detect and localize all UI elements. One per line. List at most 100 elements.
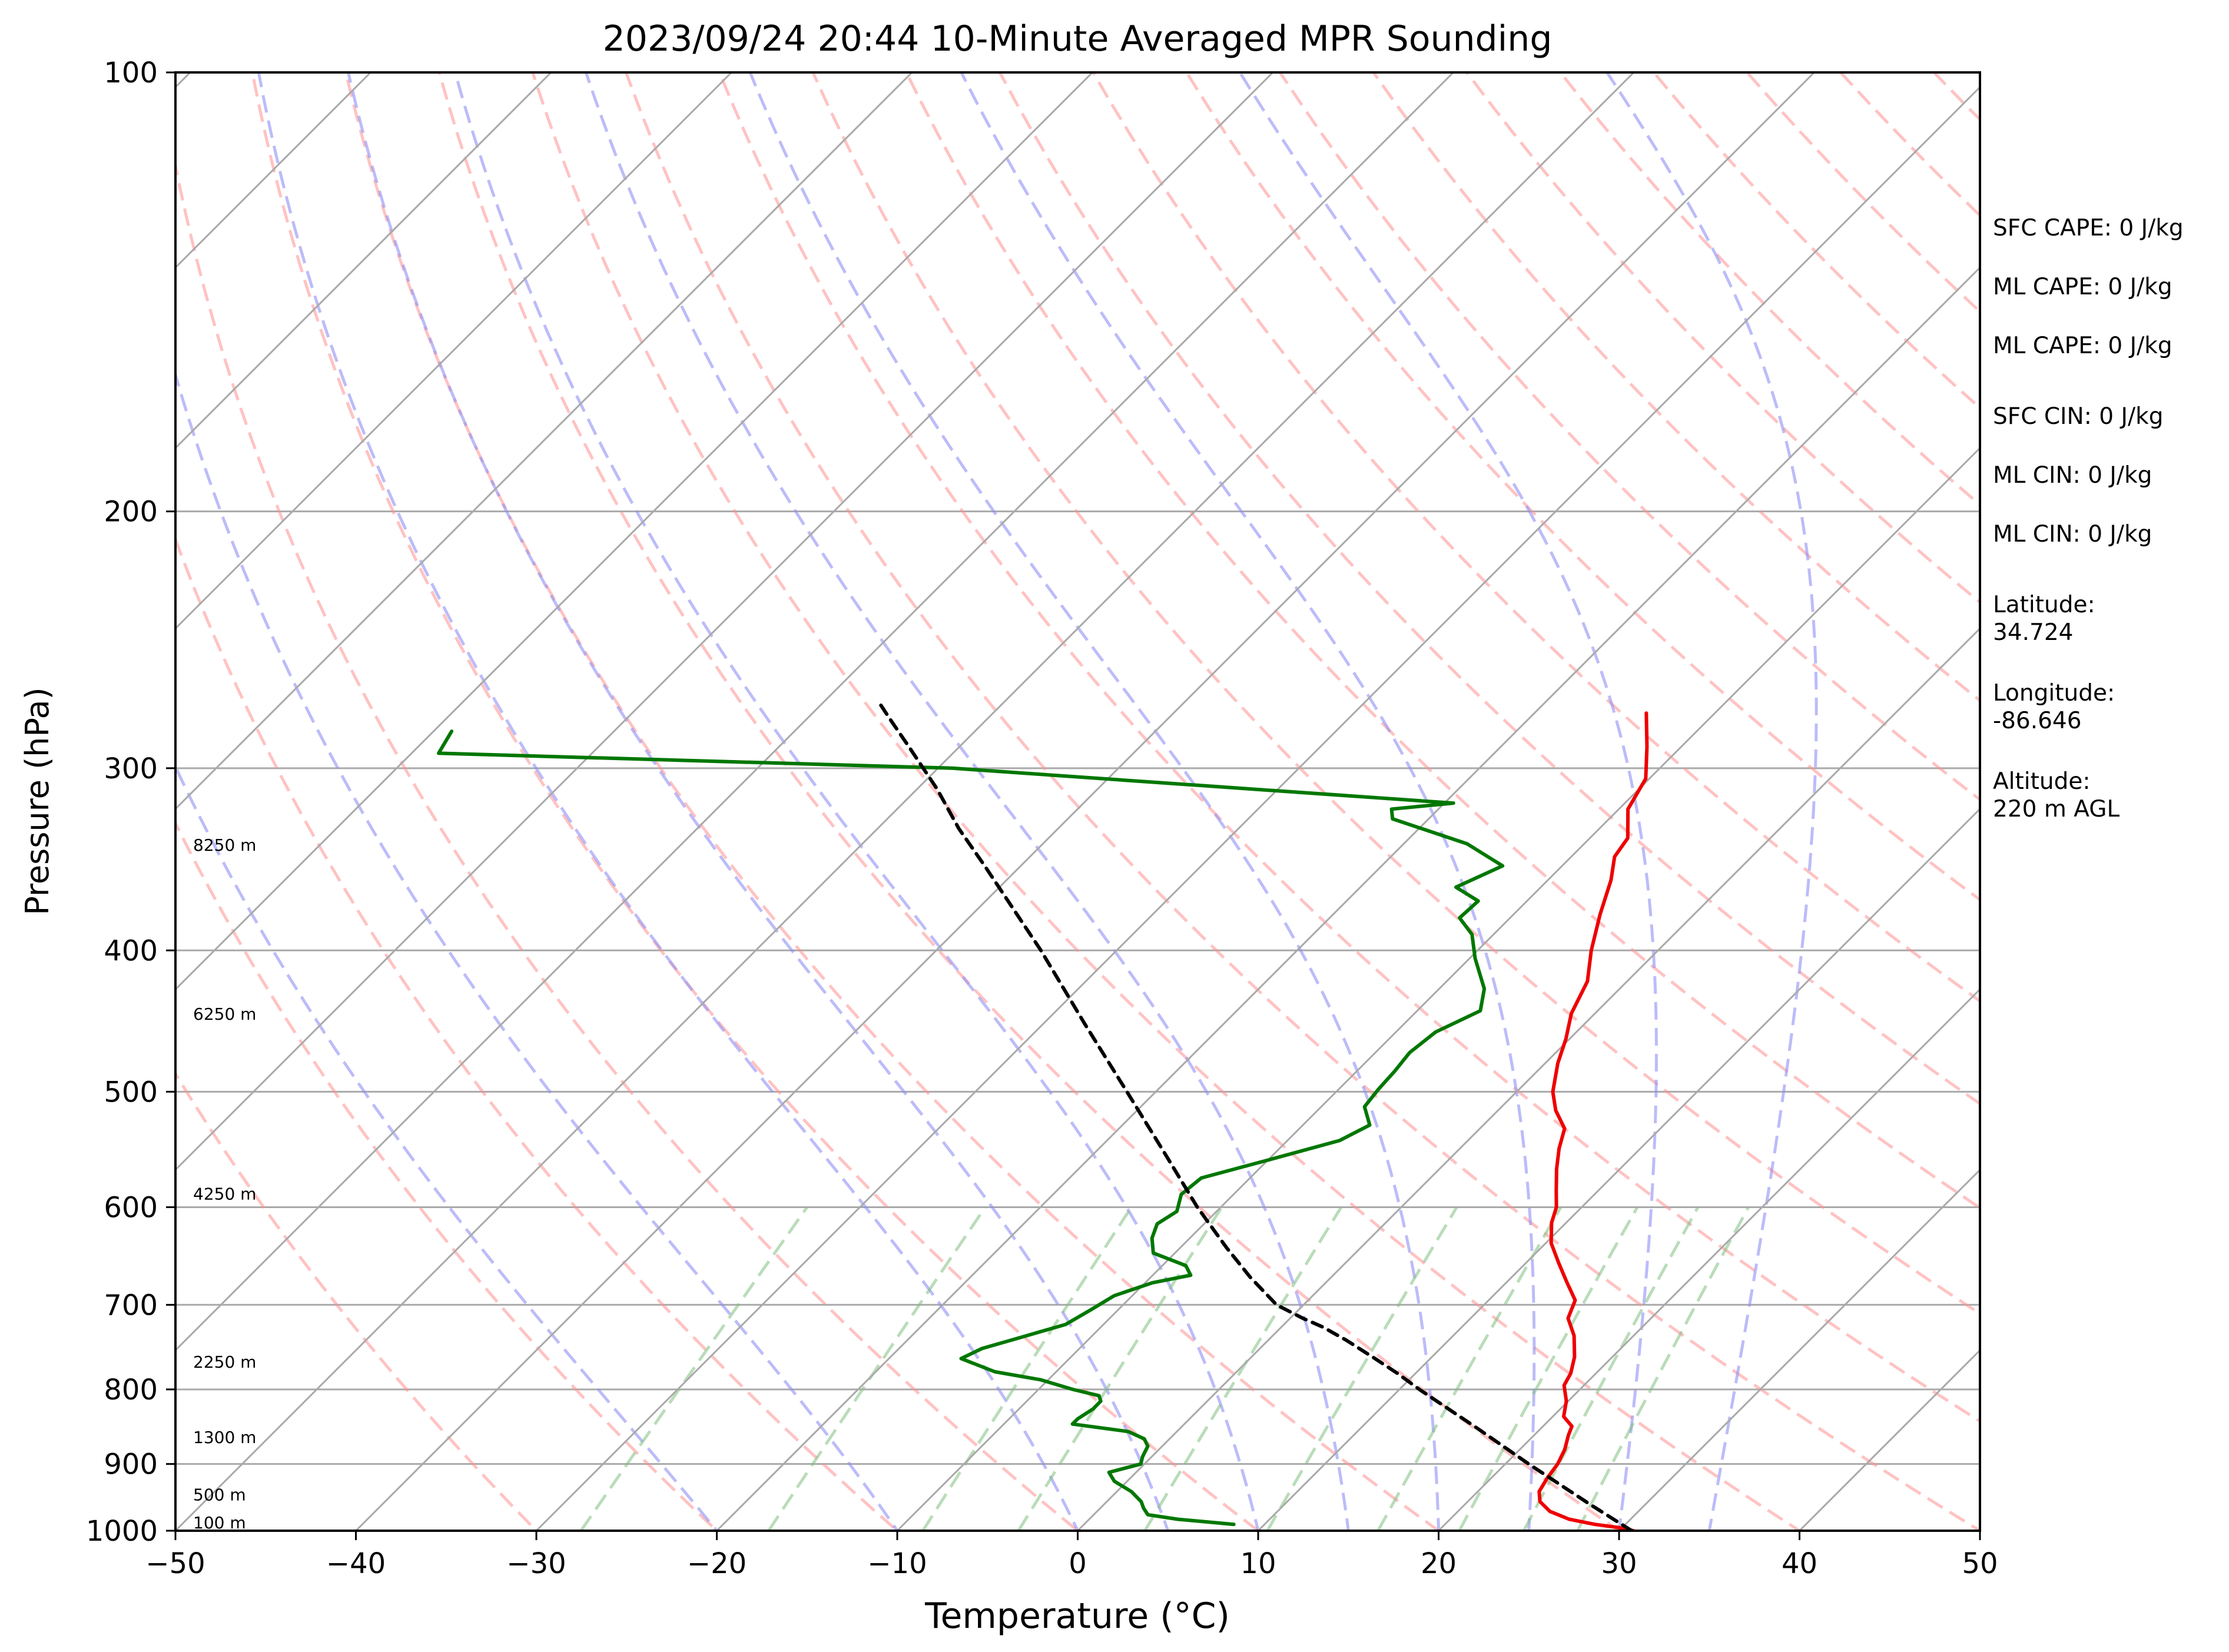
chart-title: 2023/09/24 20:44 10-Minute Averaged MPR … — [603, 18, 1553, 59]
y-tick-label: 300 — [104, 752, 158, 785]
height-label: 100 m — [193, 1513, 246, 1532]
x-tick-label: 20 — [1421, 1547, 1457, 1580]
side-annotation: SFC CIN: 0 J/kg — [1993, 403, 2163, 430]
side-annotation: Latitude: 34.724 — [1993, 592, 2095, 646]
y-tick-label: 200 — [104, 496, 158, 529]
side-annotation-line: ML CAPE: 0 J/kg — [1993, 274, 2172, 300]
dry-adiabat — [1278, 72, 1980, 802]
parcel-path — [877, 699, 1634, 1531]
x-tick-label: 0 — [1069, 1547, 1087, 1580]
dry-adiabat — [175, 1070, 539, 1531]
side-annotation-line: SFC CAPE: 0 J/kg — [1993, 215, 2184, 241]
isotherm-line — [1618, 1168, 1980, 1531]
isotherm-line — [175, 72, 1454, 1352]
side-annotation-line: ML CIN: 0 J/kg — [1993, 462, 2152, 489]
mixing-ratio-line — [1017, 1206, 1223, 1531]
x-tick-label: 10 — [1240, 1547, 1276, 1580]
mixing-ratio-line — [1266, 1206, 1458, 1531]
isotherm-line — [175, 72, 913, 811]
y-tick-label: 1000 — [86, 1515, 158, 1548]
isotherm-line — [175, 72, 552, 450]
dry-adiabat — [531, 72, 1803, 1531]
y-tick-label: 900 — [104, 1448, 158, 1481]
dewpoint-profile — [437, 729, 1505, 1527]
mixing-ratio-line — [1458, 1206, 1639, 1531]
side-annotation-line: 34.724 — [1993, 619, 2073, 646]
moist-adiabat — [960, 72, 1536, 1531]
dry-adiabat — [998, 72, 1980, 1106]
plot-area: 100 m 500 m 1300 m 2250 m 4250 m 6250 m 8250 m — [175, 72, 1980, 1532]
y-axis-label: Pressure (hPa) — [19, 687, 56, 915]
y-tick-label: 800 — [104, 1374, 158, 1406]
isotherm-line — [535, 85, 1980, 1531]
y-tick-label: 500 — [104, 1076, 158, 1109]
x-tick-label: 40 — [1782, 1547, 1817, 1580]
side-annotation: SFC CAPE: 0 J/kg — [1993, 215, 2184, 241]
mixing-ratio-line — [1376, 1206, 1563, 1531]
moist-adiabat — [453, 72, 1260, 1531]
y-tick-label: 700 — [104, 1289, 158, 1322]
side-annotations: SFC CAPE: 0 J/kg ML CAPE: 0 J/kg ML CAPE: … — [1993, 215, 2184, 822]
height-label: 8250 m — [193, 835, 256, 855]
dry-adiabat — [175, 820, 719, 1531]
dry-adiabat — [1185, 72, 1980, 902]
side-annotation-line: SFC CIN: 0 J/kg — [1993, 403, 2163, 430]
side-annotation-line: Longitude: — [1993, 680, 2115, 706]
side-annotation: Altitude: 220 m AGL — [1993, 768, 2119, 822]
dry-adiabat — [1371, 72, 1980, 703]
y-tick-label: 400 — [104, 934, 158, 967]
isotherm-line — [175, 72, 1274, 1172]
side-annotation-line: Latitude: — [1993, 592, 2095, 618]
moist-adiabat — [748, 72, 1441, 1531]
x-tick-label: −50 — [145, 1547, 205, 1580]
dry-adiabat — [1091, 72, 1980, 1003]
height-label: 2250 m — [193, 1352, 256, 1372]
side-annotation: ML CAPE: 0 J/kg — [1993, 333, 2172, 359]
side-annotation: ML CIN: 0 J/kg — [1993, 521, 2152, 548]
side-annotation-line: Altitude: — [1993, 768, 2091, 795]
height-label: 6250 m — [193, 1004, 256, 1024]
dry-adiabat — [251, 72, 1261, 1531]
axes: −50 −40 −30 −20 −10 0 10 20 30 40 50 1000 900 800 700 6… — [86, 57, 1998, 1580]
x-tick-label: −40 — [326, 1547, 386, 1580]
dry-adiabat — [624, 72, 1980, 1531]
isotherm-line — [355, 72, 1815, 1531]
side-annotation-line: ML CIN: 0 J/kg — [1993, 521, 2152, 548]
y-tick-label: 100 — [104, 57, 158, 89]
mixing-ratio-line — [1522, 1206, 1700, 1531]
x-tick-label: 30 — [1601, 1547, 1637, 1580]
x-tick-label: −20 — [687, 1547, 747, 1580]
dry-adiabat — [904, 72, 1980, 1210]
dry-adiabat — [718, 72, 1980, 1423]
mixing-ratio-line — [921, 1206, 1133, 1531]
moist-adiabat — [257, 72, 1080, 1531]
side-annotation: Longitude: -86.646 — [1993, 680, 2115, 734]
mixing-ratio-line — [1576, 1206, 1750, 1531]
isotherm-line — [175, 72, 1635, 1531]
x-tick-label: 50 — [1962, 1547, 1998, 1580]
side-annotation-line: 220 m AGL — [1993, 796, 2119, 822]
isotherm-line — [175, 72, 732, 630]
isotherm-line — [1257, 807, 1980, 1531]
isotherm-line — [1438, 988, 1980, 1531]
moist-adiabat — [584, 72, 1350, 1531]
side-annotation-line: ML CAPE: 0 J/kg — [1993, 333, 2172, 359]
side-annotation-line: -86.646 — [1993, 708, 2082, 734]
height-label: 4250 m — [193, 1184, 256, 1203]
height-label: 1300 m — [193, 1428, 256, 1447]
y-tick-label: 600 — [104, 1191, 158, 1224]
dry-adiabat — [175, 535, 900, 1531]
isotherm-line — [175, 72, 1093, 991]
mixing-ratio-line — [579, 1206, 808, 1531]
mixing-ratio-line — [1143, 1206, 1343, 1531]
x-tick-label: −10 — [867, 1547, 927, 1580]
mixing-ratio-line — [767, 1206, 987, 1531]
side-annotation: ML CAPE: 0 J/kg — [1993, 274, 2172, 300]
side-annotation: ML CIN: 0 J/kg — [1993, 462, 2152, 489]
x-axis-label: Temperature (°C) — [924, 1595, 1230, 1637]
x-tick-label: −30 — [506, 1547, 566, 1580]
moist-adiabat — [347, 72, 1170, 1531]
moist-adiabat — [175, 763, 719, 1531]
dry-adiabat — [175, 158, 1080, 1531]
